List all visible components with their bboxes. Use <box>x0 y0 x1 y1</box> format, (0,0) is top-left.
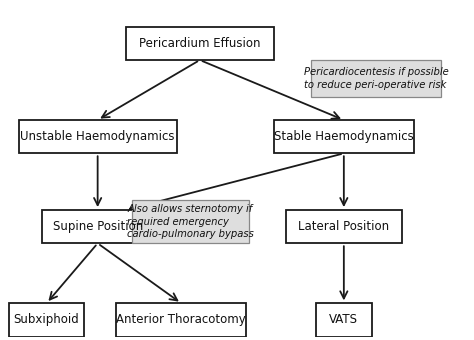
FancyBboxPatch shape <box>311 60 441 97</box>
Text: VATS: VATS <box>329 313 358 326</box>
FancyBboxPatch shape <box>126 27 274 60</box>
FancyBboxPatch shape <box>286 210 402 243</box>
Text: Stable Haemodynamics: Stable Haemodynamics <box>274 130 414 143</box>
Text: Lateral Position: Lateral Position <box>298 220 390 233</box>
Text: Anterior Thoracotomy: Anterior Thoracotomy <box>117 313 246 326</box>
Text: Unstable Haemodynamics: Unstable Haemodynamics <box>20 130 175 143</box>
Text: Pericardiocentesis if possible
to reduce peri-operative risk: Pericardiocentesis if possible to reduce… <box>304 67 449 89</box>
FancyBboxPatch shape <box>132 200 248 243</box>
Text: Supine Position: Supine Position <box>53 220 143 233</box>
Text: Pericardium Effusion: Pericardium Effusion <box>139 37 261 50</box>
Text: Subxiphoid: Subxiphoid <box>14 313 80 326</box>
Text: Also allows sternotomy if
required emergency
cardio-pulmonary bypass: Also allows sternotomy if required emerg… <box>127 204 254 239</box>
FancyBboxPatch shape <box>274 120 413 153</box>
FancyBboxPatch shape <box>42 210 154 243</box>
FancyBboxPatch shape <box>116 303 246 337</box>
FancyBboxPatch shape <box>316 303 372 337</box>
FancyBboxPatch shape <box>18 120 177 153</box>
FancyBboxPatch shape <box>9 303 84 337</box>
